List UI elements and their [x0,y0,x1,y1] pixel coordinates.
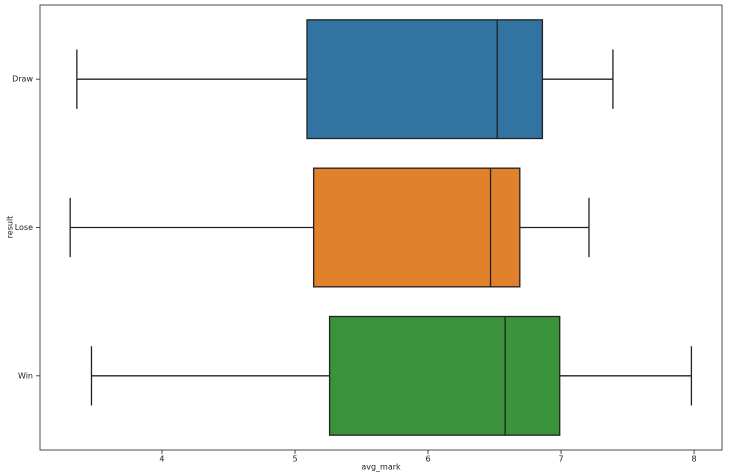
y-tick-label: Draw [12,75,33,84]
x-tick-label: 8 [692,455,697,464]
x-tick-label: 5 [292,455,297,464]
box [312,167,521,288]
y-tick-label: Lose [15,223,33,232]
box [328,315,561,436]
y-axis-label: result [6,216,15,239]
y-tick-label: Win [18,371,33,380]
x-axis-label: avg_mark [361,463,401,472]
x-tick-label: 7 [558,455,563,464]
box [306,19,544,140]
x-tick-label: 4 [159,455,164,464]
x-tick-label: 6 [425,455,430,464]
